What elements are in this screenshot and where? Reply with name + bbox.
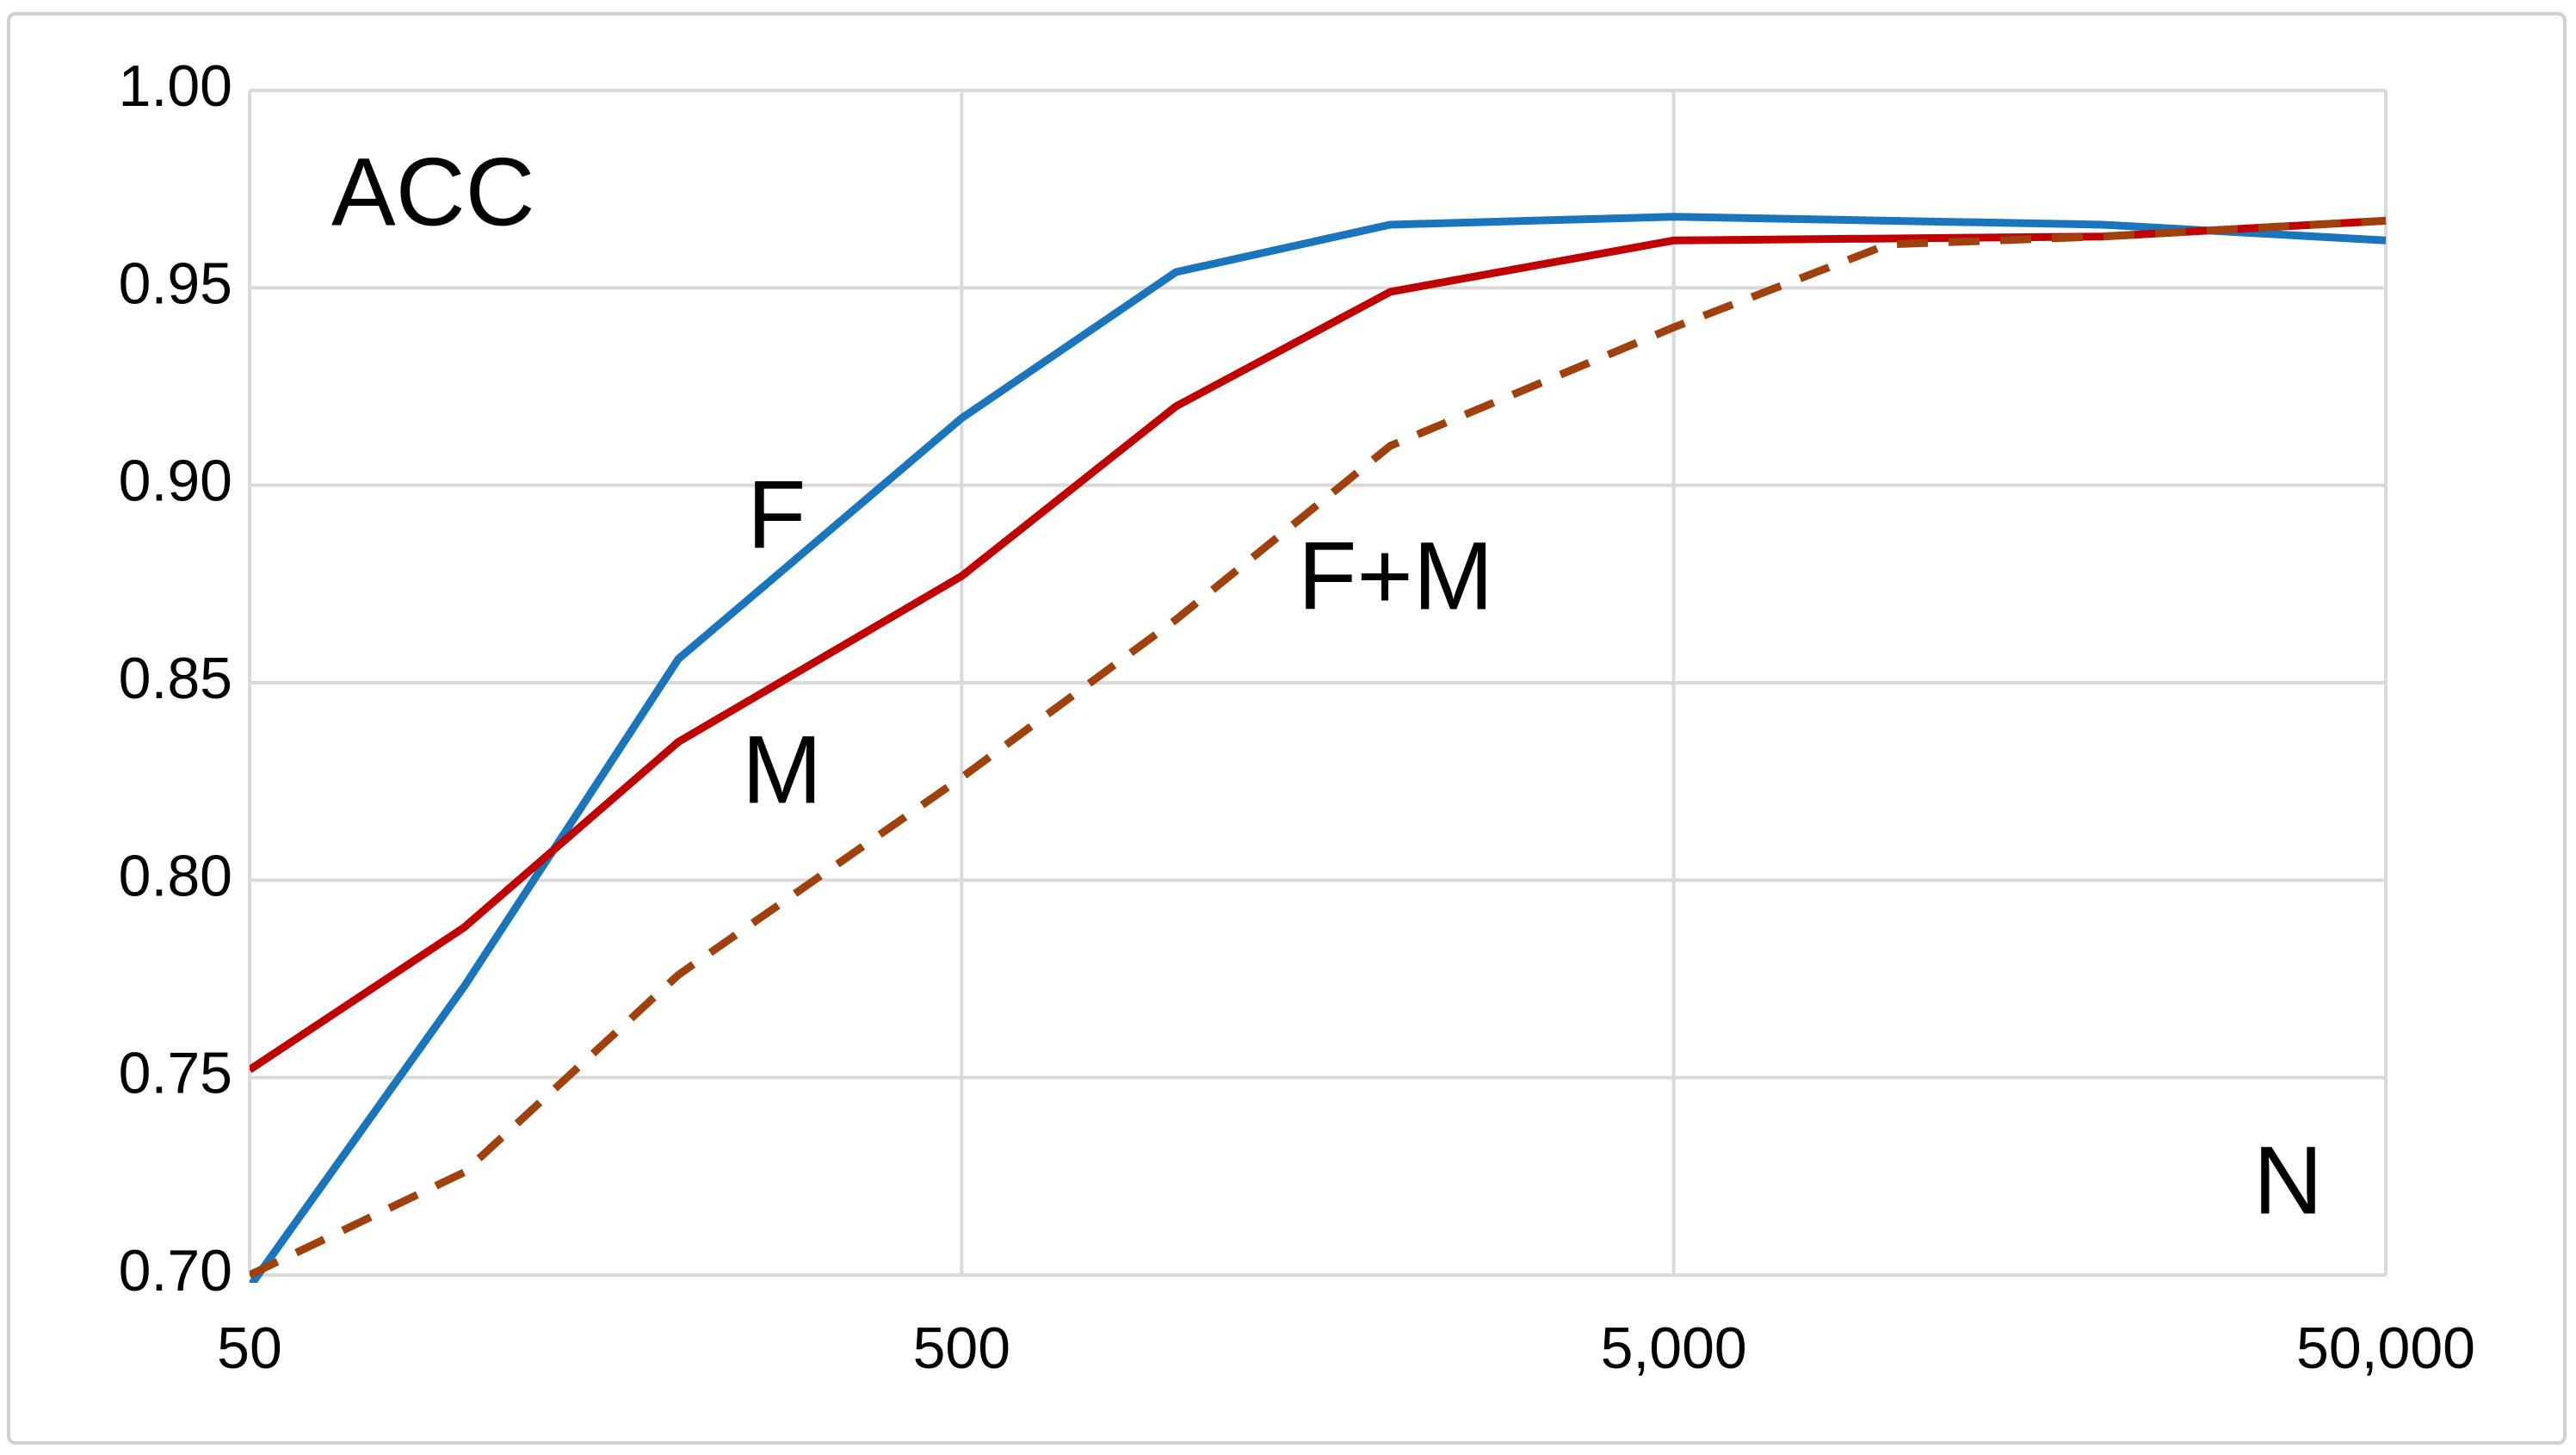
y-tick-label: 1.00: [119, 53, 232, 119]
annotation: F: [747, 461, 806, 569]
plot-lines: [250, 213, 2387, 1283]
y-tick-label: 0.95: [119, 251, 232, 316]
series-line: [250, 216, 2387, 1074]
y-tick-label: 0.85: [119, 646, 232, 711]
y-tick-label: 0.80: [119, 843, 232, 908]
x-tick-label: 50,000: [2296, 1316, 2475, 1381]
y-tick-label: 0.90: [119, 449, 232, 514]
annotation: N: [2253, 1127, 2323, 1235]
x-tick-label: 50: [217, 1316, 282, 1381]
y-tick-label: 0.75: [119, 1041, 232, 1106]
x-tick-label: 500: [913, 1316, 1010, 1381]
annotation: M: [742, 716, 822, 824]
annotation: F+M: [1298, 523, 1493, 630]
series-line: [250, 213, 2387, 1283]
chart-border: [7, 12, 2567, 1445]
annotation: ACC: [331, 139, 534, 246]
series-line: [250, 216, 2387, 1279]
x-tick-label: 5,000: [1601, 1316, 1747, 1381]
y-tick-label: 0.70: [119, 1238, 232, 1303]
